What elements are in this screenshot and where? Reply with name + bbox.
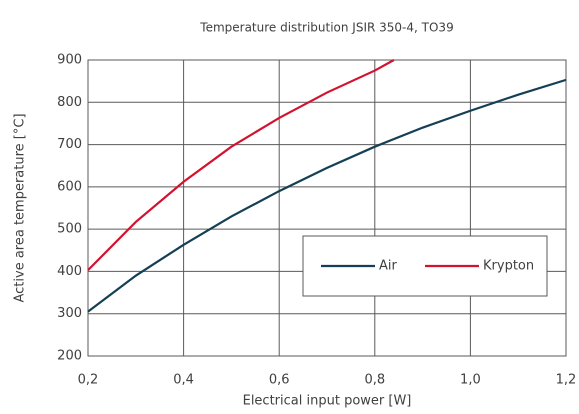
legend-label: Krypton bbox=[483, 259, 534, 274]
y-tick-label: 500 bbox=[57, 222, 82, 237]
y-tick-label: 400 bbox=[57, 264, 82, 279]
y-tick-label: 300 bbox=[57, 306, 82, 321]
x-tick-label: 0,8 bbox=[364, 373, 385, 388]
y-tick-label: 600 bbox=[57, 179, 82, 194]
x-tick-label: 1,0 bbox=[460, 373, 481, 388]
x-tick-label: 0,4 bbox=[173, 373, 194, 388]
y-tick-label: 700 bbox=[57, 137, 82, 152]
x-tick-label: 0,2 bbox=[78, 373, 99, 388]
chart-title: Temperature distribution JSIR 350-4, TO3… bbox=[199, 21, 453, 35]
y-tick-label: 200 bbox=[57, 349, 82, 364]
line bbox=[87, 59, 395, 271]
x-axis-label: Electrical input power [W] bbox=[243, 394, 412, 409]
legend-label: Air bbox=[379, 259, 398, 274]
y-tick-label: 800 bbox=[57, 95, 82, 110]
plot-border bbox=[87, 59, 567, 357]
y-tick-label: 900 bbox=[57, 53, 82, 68]
x-tick-label: 0,6 bbox=[269, 373, 290, 388]
line bbox=[87, 78, 567, 313]
x-tick-label: 1,2 bbox=[556, 373, 577, 388]
y-axis-label: Active area temperature [°C] bbox=[13, 113, 28, 302]
